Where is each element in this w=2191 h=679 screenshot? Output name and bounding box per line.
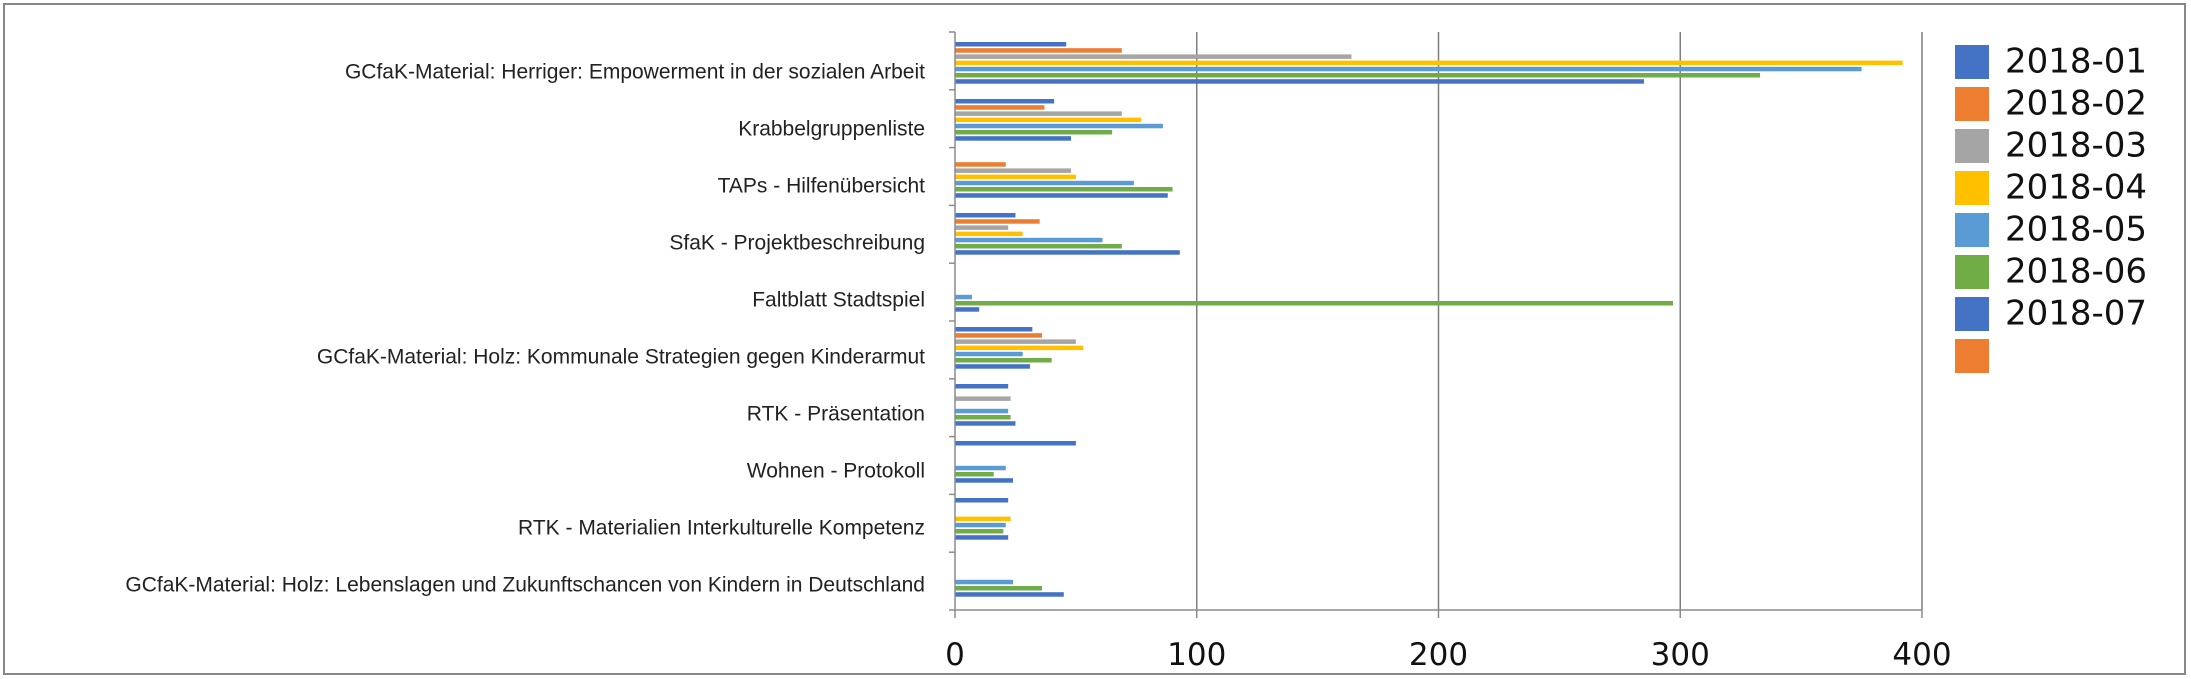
legend-label: 2018-03 <box>2005 126 2147 166</box>
bar <box>955 162 1006 167</box>
legend-label: 2018-07 <box>2005 294 2147 334</box>
bar <box>955 60 1903 66</box>
bar <box>955 421 1016 426</box>
legend-swatch <box>1955 45 1989 79</box>
category-labels: GCfaK-Material: Herriger: Empowerment in… <box>125 61 925 597</box>
x-tick-label: 0 <box>945 637 965 673</box>
bar <box>955 180 1134 186</box>
legend-swatch <box>1955 297 1989 331</box>
bar <box>955 54 1352 59</box>
bar <box>955 522 1006 528</box>
category-label: TAPs - Hilfenübersicht <box>718 175 926 198</box>
category-label: Wohnen - Protokoll <box>747 460 925 483</box>
legend-label: 2018-05 <box>2005 210 2147 250</box>
category-label: RTK - Materialien Interkulturelle Kompet… <box>518 517 925 540</box>
bar <box>955 586 1043 591</box>
axes <box>949 31 1923 618</box>
bar <box>955 237 1103 243</box>
bar <box>955 187 1173 192</box>
bar <box>955 99 1055 104</box>
x-tick-labels: 0 100 200 300 400 <box>945 637 1951 673</box>
legend-swatch <box>1955 171 1989 205</box>
bar <box>955 244 1122 249</box>
legend-swatch <box>1955 213 1989 247</box>
bar <box>955 174 1076 180</box>
grid-lines <box>1196 32 1923 610</box>
bar <box>955 333 1043 338</box>
category-label: GCfaK-Material: Herriger: Empowerment in… <box>345 61 925 84</box>
bar <box>955 384 1009 389</box>
bar <box>955 219 1040 224</box>
bar <box>955 111 1122 116</box>
legend-label: 2018-04 <box>2005 168 2147 208</box>
bar <box>955 48 1122 53</box>
legend: 2018-012018-022018-032018-042018-052018-… <box>1955 42 2147 373</box>
bar <box>955 441 1076 446</box>
bar <box>955 465 1006 471</box>
bar <box>955 339 1076 344</box>
bar <box>955 415 1011 420</box>
bar <box>955 364 1030 369</box>
bar <box>955 117 1142 123</box>
category-label: RTK - Präsentation <box>747 403 925 426</box>
bar <box>955 105 1045 110</box>
bar <box>955 193 1168 198</box>
bar <box>955 498 1009 503</box>
bar <box>955 478 1014 483</box>
legend-label: 2018-01 <box>2005 42 2147 82</box>
x-tick-label: 300 <box>1651 637 1710 673</box>
category-label: Krabbelgruppenliste <box>738 118 925 141</box>
bar <box>955 73 1761 78</box>
category-label: GCfaK-Material: Holz: Lebenslagen und Zu… <box>125 574 925 597</box>
legend-label: 2018-02 <box>2005 84 2147 124</box>
bar <box>955 168 1072 173</box>
bar <box>955 472 994 477</box>
bar <box>955 579 1014 585</box>
legend-label: 2018-06 <box>2005 252 2147 292</box>
bar <box>955 136 1072 141</box>
x-tick-label: 200 <box>1409 637 1468 673</box>
bar <box>955 42 1067 47</box>
bar <box>955 345 1084 351</box>
category-label: SfaK - Projektbeschreibung <box>669 232 925 255</box>
category-label: Faltblatt Stadtspiel <box>752 289 925 312</box>
bar <box>955 516 1011 522</box>
category-label: GCfaK-Material: Holz: Kommunale Strategi… <box>317 346 925 369</box>
bar <box>955 307 980 312</box>
bar <box>955 358 1052 363</box>
bar <box>955 327 1033 332</box>
bar <box>955 535 1009 540</box>
bar <box>955 351 1023 357</box>
bar <box>955 592 1064 597</box>
x-tick-label: 100 <box>1167 637 1226 673</box>
bar <box>955 225 1009 230</box>
bar <box>955 529 1004 534</box>
bar <box>955 66 1862 72</box>
legend-swatch <box>1955 129 1989 163</box>
bar <box>955 130 1113 135</box>
bar <box>955 79 1644 84</box>
bar <box>955 231 1023 237</box>
bar <box>955 294 972 300</box>
x-tick-label: 400 <box>1892 637 1951 673</box>
bar <box>955 408 1009 414</box>
legend-swatch <box>1955 87 1989 121</box>
bar <box>955 250 1180 255</box>
legend-swatch <box>1955 255 1989 289</box>
bar <box>955 301 1673 306</box>
bar <box>955 396 1011 401</box>
legend-swatch <box>1955 339 1989 373</box>
bars <box>955 42 1903 597</box>
bar <box>955 213 1016 218</box>
bar <box>955 123 1163 129</box>
